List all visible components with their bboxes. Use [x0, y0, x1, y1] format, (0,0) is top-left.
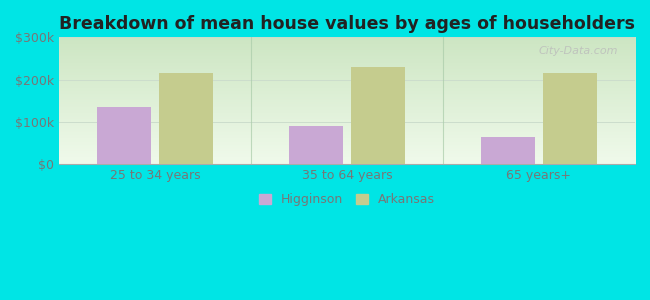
Bar — [98, 107, 151, 164]
Bar — [482, 137, 535, 164]
Bar — [159, 73, 213, 164]
Title: Breakdown of mean house values by ages of householders: Breakdown of mean house values by ages o… — [59, 15, 635, 33]
Bar — [543, 73, 597, 164]
Bar — [351, 67, 404, 164]
Text: City-Data.com: City-Data.com — [538, 46, 617, 56]
Bar — [289, 126, 343, 164]
Legend: Higginson, Arkansas: Higginson, Arkansas — [254, 188, 440, 211]
